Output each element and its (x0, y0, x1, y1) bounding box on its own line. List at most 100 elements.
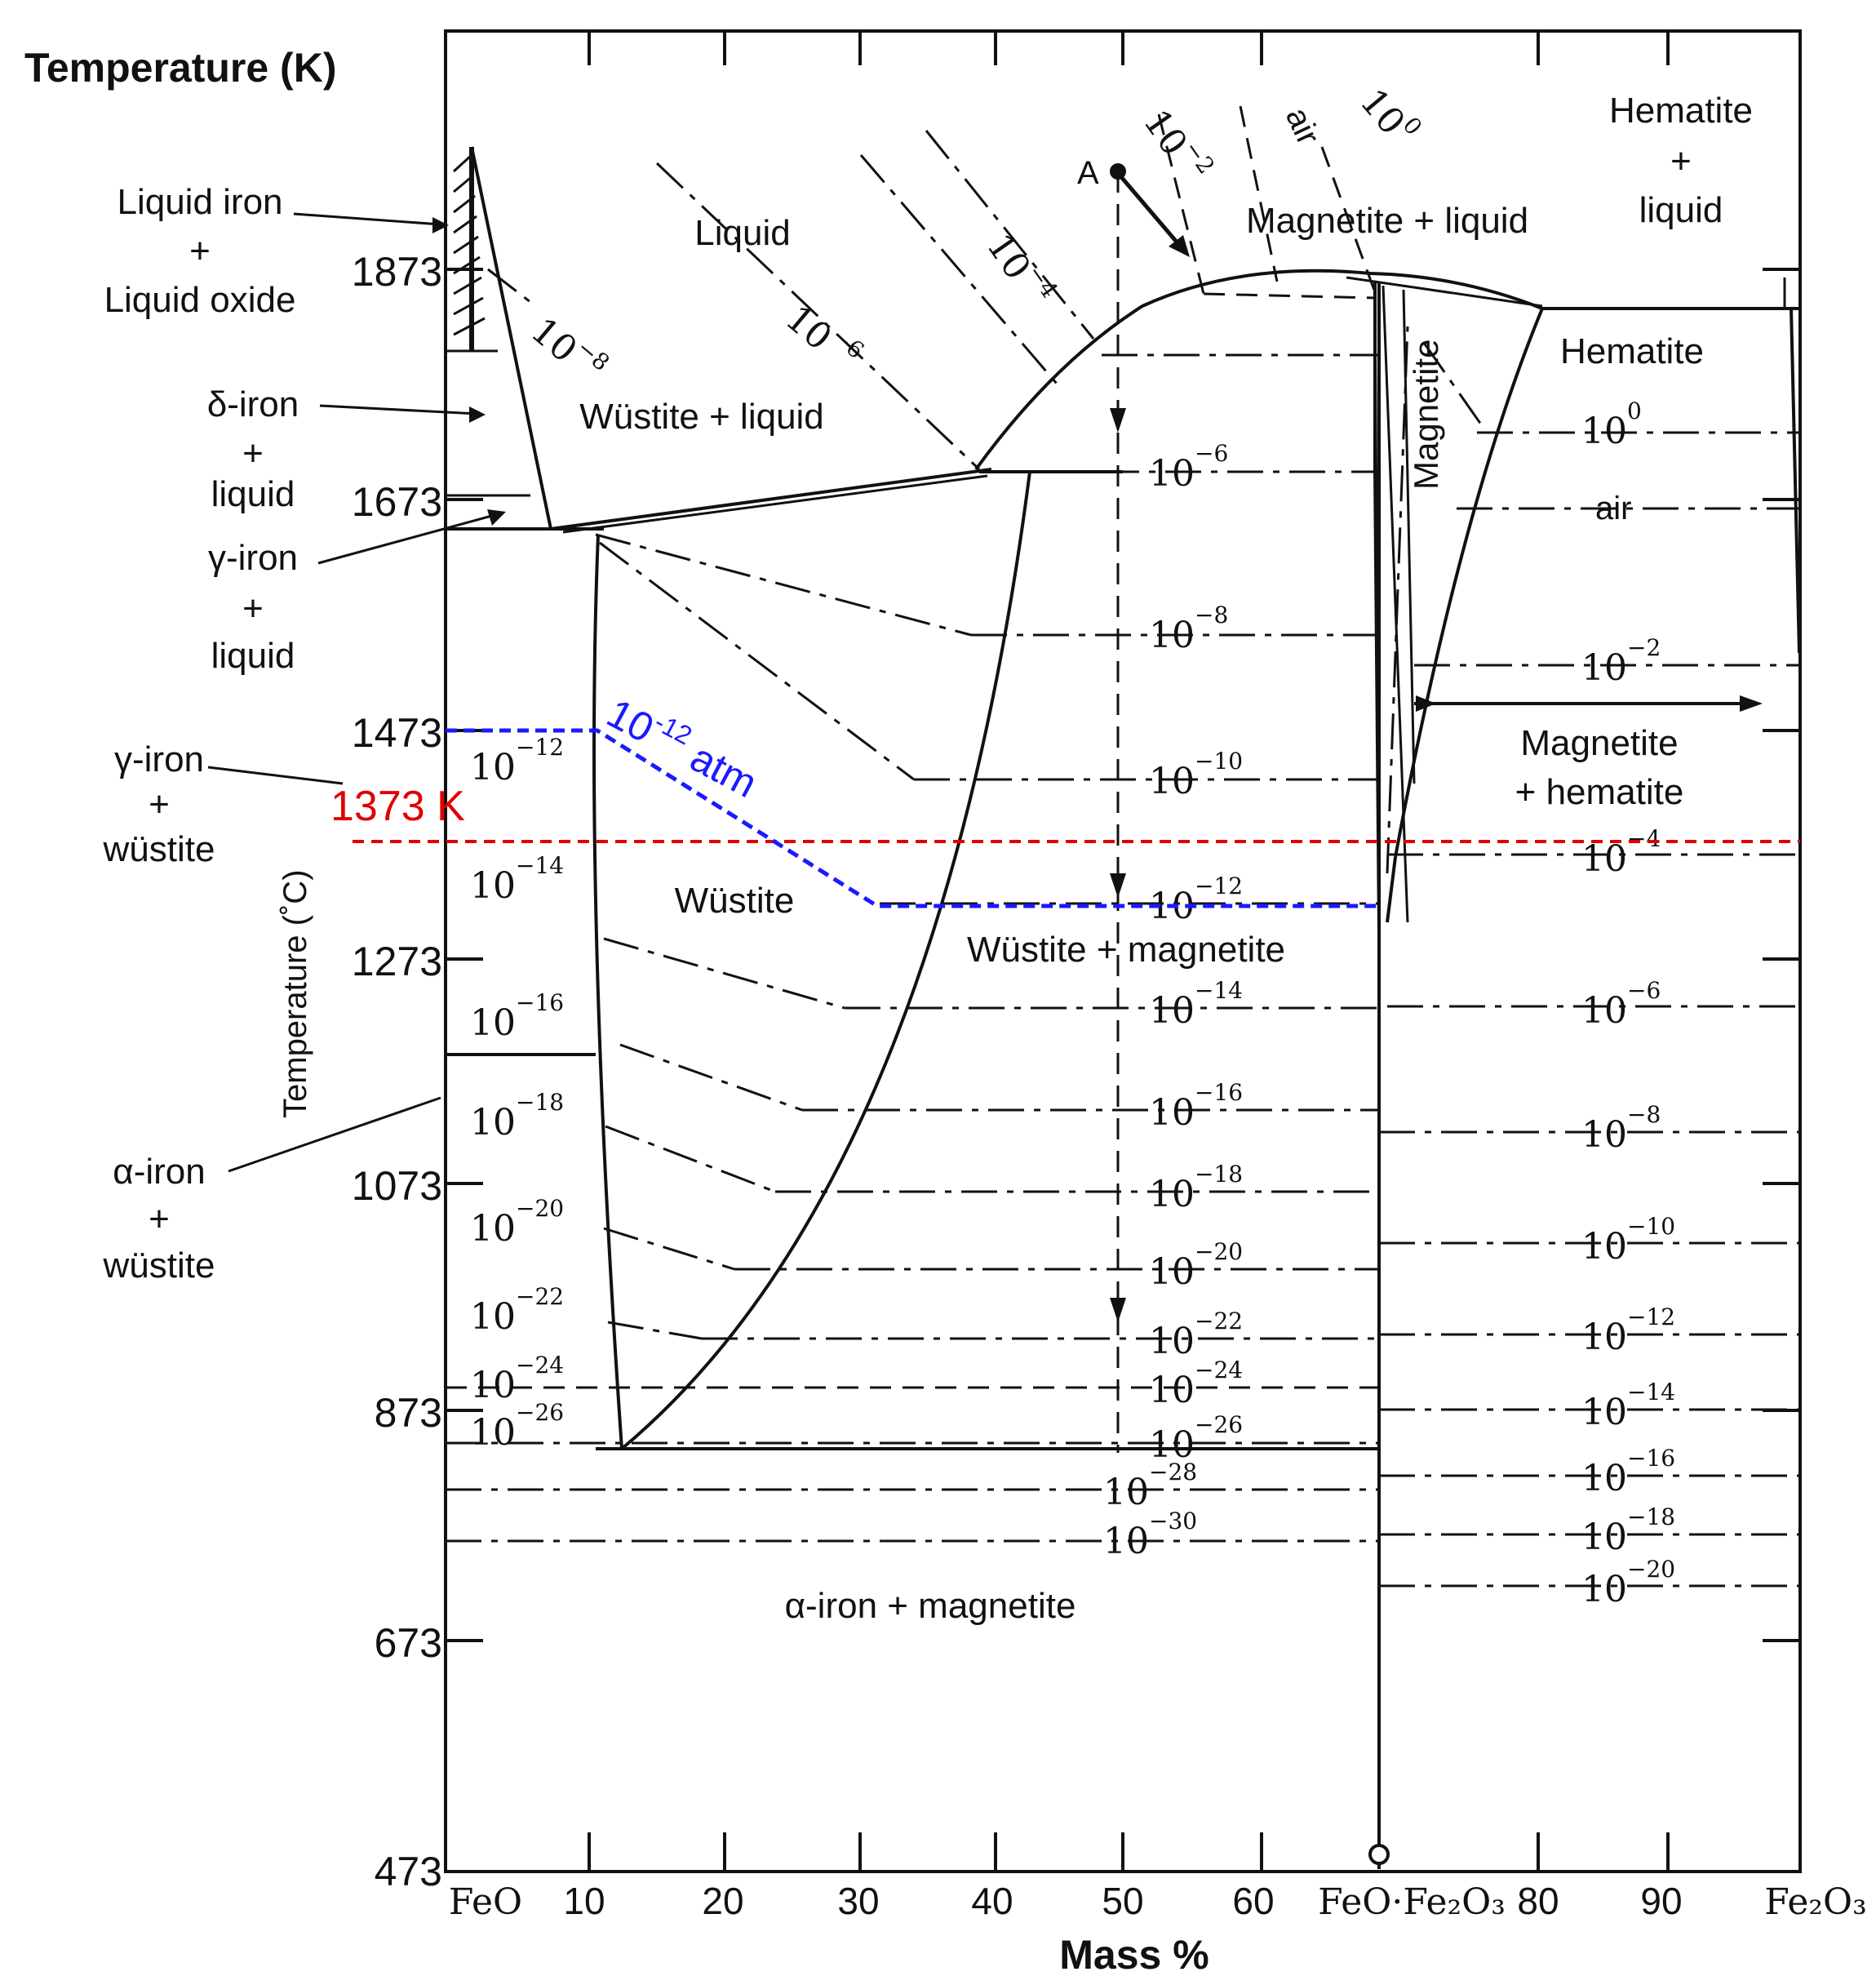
label-gamma-iron-wustite: + (149, 784, 170, 824)
region-magnetite-liquid: Magnetite + liquid (1246, 201, 1528, 241)
isobar-label-right: 100 (1581, 397, 1642, 452)
isobar-exp: −20 (1627, 1556, 1675, 1583)
isobar-exp: −8 (1627, 1101, 1661, 1128)
isobar-base: 10 (1581, 647, 1627, 689)
isobar-base: 10 (470, 1365, 516, 1406)
isobar-label-left: 10−22 (470, 1283, 564, 1338)
isobar-base: 10 (470, 1002, 516, 1044)
isobar-exp: −18 (516, 1089, 564, 1116)
isobar-label-center: 10−28 (1103, 1459, 1197, 1513)
x-axis-label: Mass % (1059, 1932, 1209, 1978)
isobar-exp: −20 (516, 1195, 564, 1222)
isobar-label-right: 10−6 (1581, 977, 1661, 1032)
isobar-label-top: 10−4 (978, 222, 1063, 315)
isobar-base: 10 (1149, 1092, 1195, 1134)
isobar-base: 10 (470, 747, 516, 788)
isobar-exp: −2 (1627, 634, 1661, 661)
isobar-label-right: 10−14 (1581, 1379, 1675, 1433)
y-tick-label: 473 (375, 1849, 442, 1894)
isobar-base: 10 (778, 297, 840, 358)
x-tick-label: 50 (1102, 1880, 1143, 1922)
isobar-exp: −6 (1627, 977, 1661, 1004)
y-tick-label: 1473 (352, 710, 442, 756)
isobar-label-right: 10−10 (1581, 1213, 1675, 1268)
isobar-exp: −26 (516, 1399, 564, 1426)
label-gamma-iron-liquid: liquid (211, 636, 295, 676)
isobar-label-center: 10−26 (1149, 1411, 1243, 1466)
isobar-exp: −18 (1627, 1503, 1675, 1530)
isobar-exp: −12 (1195, 873, 1243, 899)
isobar-base: 10 (1581, 1114, 1627, 1156)
isobar-base: 10 (1149, 453, 1195, 495)
x-axis: FeO 10 20 30 40 50 60 FeO·Fe₂O₃ 80 90 Fe… (449, 31, 1867, 1978)
isobar-label-right: 10−18 (1581, 1503, 1675, 1558)
label-liquid-iron: Liquid iron (117, 182, 282, 222)
isobar-label-left: 10−20 (470, 1195, 564, 1250)
isobar-label-left: 10−16 (470, 989, 564, 1044)
isobar-base: 10 (1149, 990, 1195, 1032)
x-tick-label: 80 (1517, 1880, 1559, 1922)
isobar-base: 10 (1581, 990, 1627, 1032)
isobar-exp: −22 (1195, 1308, 1243, 1334)
isobar-exp: −26 (1195, 1411, 1243, 1438)
isobar-label-center: 10−8 (1149, 602, 1228, 656)
red-temperature-label: 1373 K (330, 783, 465, 830)
isobar-label-left: 10−14 (470, 852, 564, 907)
region-magnetite-hematite: Magnetite (1520, 723, 1678, 763)
isobar-label-center: 10−30 (1103, 1508, 1197, 1562)
label-delta-iron: liquid (211, 474, 295, 514)
isobar-base: 10 (470, 865, 516, 907)
y-axis: 1873 1673 1473 1273 1073 873 673 473 Tem… (277, 249, 1800, 1894)
isobar-base: 10 (1581, 1569, 1627, 1610)
diagram-title: Temperature (K) (24, 45, 336, 91)
blue-isobar-line (446, 728, 1379, 908)
region-hematite-liquid: + (1670, 141, 1692, 181)
isobar-label-center: 10−14 (1149, 977, 1243, 1032)
isobar-exp: −16 (1195, 1079, 1243, 1106)
phase-boundaries (446, 146, 1801, 1450)
isobar-label-top: 10−6 (778, 292, 869, 380)
isobar-exp: −14 (1195, 977, 1243, 1004)
region-alpha-iron-magnetite: α-iron + magnetite (785, 1586, 1076, 1626)
x-tick-label: 60 (1232, 1880, 1274, 1922)
isobar-exp: −16 (1627, 1445, 1675, 1472)
isobar-label-right: 10−16 (1581, 1445, 1675, 1499)
isobar-labels: 10−8 10−6 10−4 10−2 air 100 10−6 10−8 10… (470, 81, 1675, 1610)
y-tick-label: 873 (375, 1390, 442, 1436)
region-wustite-liquid: Wüstite + liquid (579, 397, 824, 437)
region-magnetite: Magnetite (1407, 340, 1445, 490)
isobar-exp: −8 (1195, 602, 1228, 628)
isobar-exp: −20 (1195, 1238, 1243, 1265)
x-tick-label: Fe₂O₃ (1764, 1881, 1867, 1923)
isobar-base: 10 (470, 1296, 516, 1338)
x-tick-label: 90 (1640, 1880, 1682, 1922)
region-wustite-magnetite: Wüstite + magnetite (967, 930, 1285, 970)
isobar-base: 10 (523, 309, 585, 371)
label-liquid-iron: Liquid oxide (104, 280, 296, 320)
isobar-base: 10 (470, 1412, 516, 1454)
isobar-label-left: 10−18 (470, 1089, 564, 1143)
isobar-exp: −22 (516, 1283, 564, 1310)
isobar-exp: −24 (516, 1352, 564, 1379)
isobar-base: 10 (1149, 1174, 1195, 1215)
isobar-base: 10 (1581, 1317, 1627, 1358)
label-delta-iron: δ-iron (207, 384, 299, 424)
y-tick-label: 1073 (352, 1163, 442, 1209)
x-tick-label: FeO (449, 1881, 522, 1923)
isobar-label-top: 10−8 (523, 304, 614, 393)
region-hematite: Hematite (1560, 331, 1704, 371)
isobar-base: 10 (470, 1102, 516, 1143)
y-tick-label: 1673 (352, 479, 442, 525)
isobar-exp: −28 (1149, 1459, 1197, 1485)
label-delta-iron: + (242, 433, 264, 473)
isobar-label-right: 10−8 (1581, 1101, 1661, 1156)
region-labels: Liquid Wüstite + liquid Wüstite Wüstite … (579, 91, 1753, 1626)
region-liquid: Liquid (694, 213, 790, 253)
region-wustite: Wüstite (675, 881, 795, 921)
y-axis-label: Temperature (˚C) (277, 869, 313, 1118)
label-gamma-iron-liquid: + (242, 588, 264, 628)
isobar-label-center: 10−6 (1149, 440, 1228, 495)
label-gamma-iron-wustite: wüstite (103, 829, 215, 869)
isobar-base: 10 (1149, 1321, 1195, 1362)
